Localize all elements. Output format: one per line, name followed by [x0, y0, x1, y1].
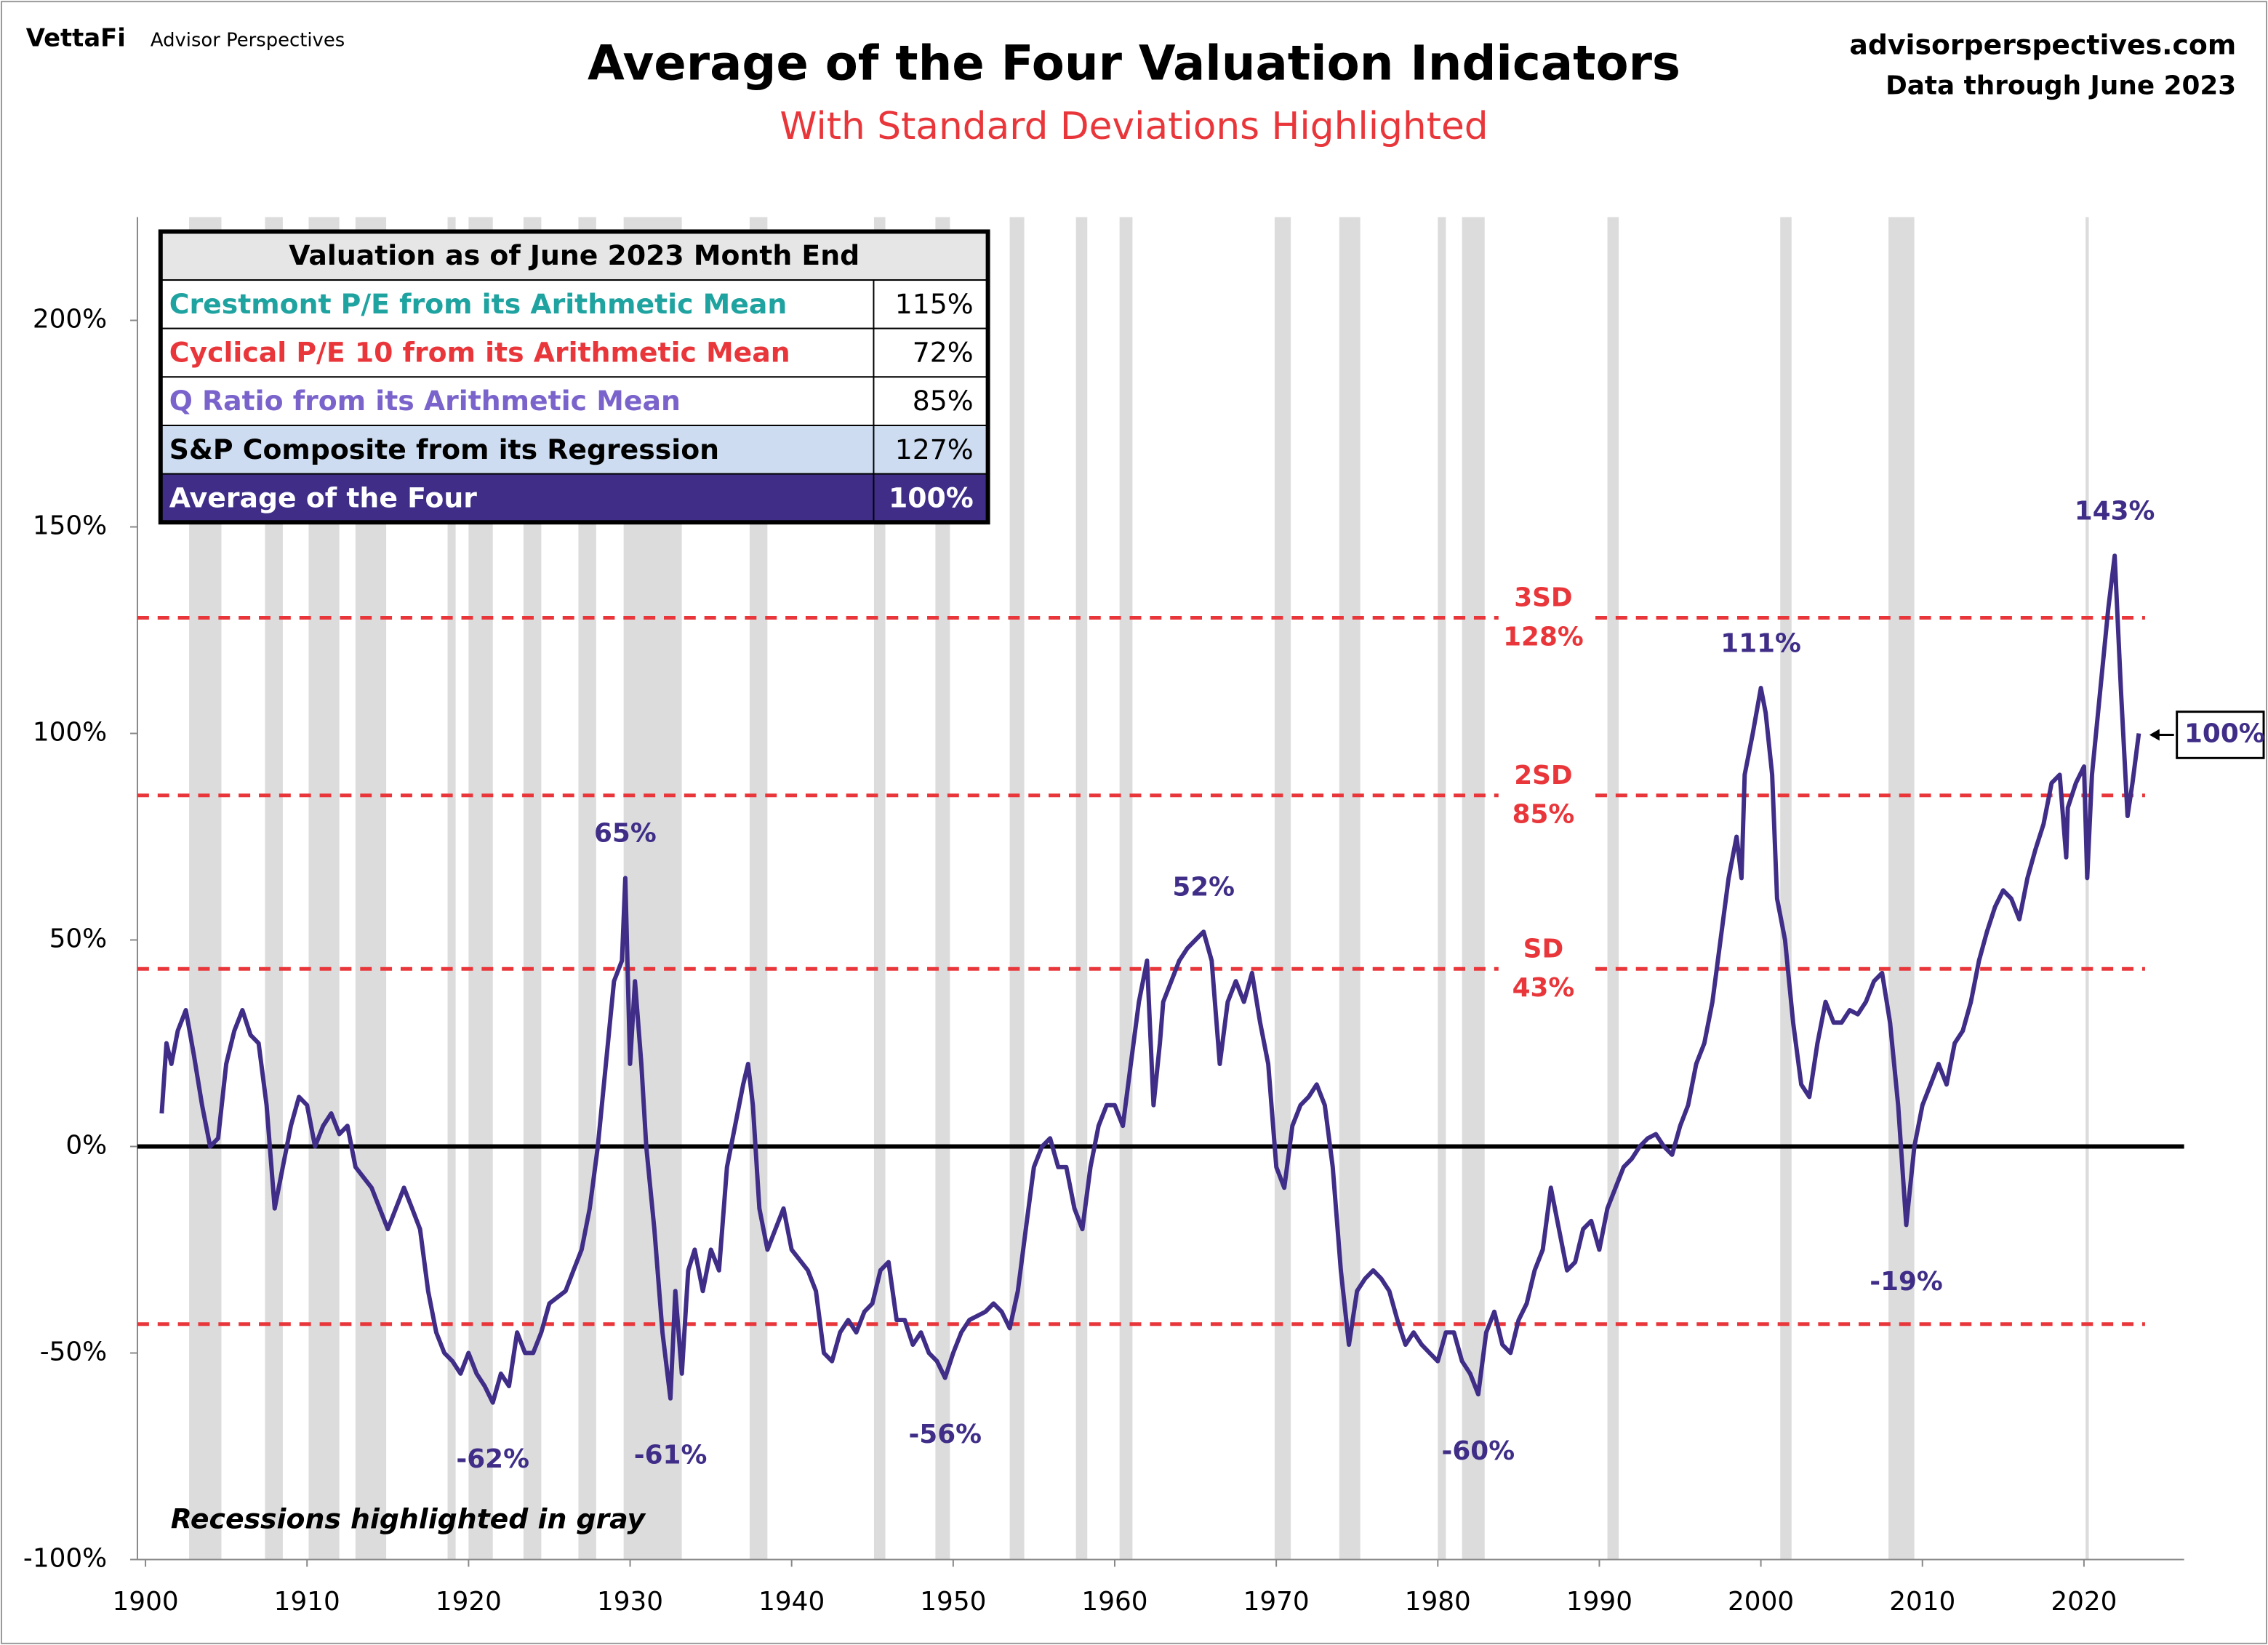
table-row-value: 72% [913, 337, 974, 369]
peak-label: 65% [594, 819, 657, 849]
callout-label: 100% [2184, 719, 2265, 749]
recession-band [1339, 217, 1361, 1560]
x-tick-label: 1950 [920, 1587, 986, 1617]
table-border [158, 229, 990, 525]
brand-sub: Advisor Perspectives [151, 29, 345, 51]
sd-value-label: 43% [1512, 973, 1575, 1003]
y-tick-label: 0% [65, 1130, 107, 1160]
table-row-bg [159, 279, 989, 329]
recession-band [1780, 217, 1792, 1560]
x-tick-label: 1960 [1081, 1587, 1147, 1617]
sd-label: SD [1523, 934, 1564, 964]
brand: VettaFi [26, 23, 126, 52]
x-tick-label: 2010 [1889, 1587, 1955, 1617]
x-tick-label: 1980 [1405, 1587, 1471, 1617]
table-row-label: Q Ratio from its Arithmetic Mean [169, 385, 681, 417]
sd-label: 3SD [1514, 583, 1572, 613]
x-tick-label: 1970 [1243, 1587, 1310, 1617]
peak-label: -61% [634, 1441, 708, 1470]
recession-band [1462, 217, 1485, 1560]
recession-band [2085, 217, 2089, 1560]
chart-title: Average of the Four Valuation Indicators [588, 36, 1680, 92]
table-row-label: Average of the Four [169, 481, 478, 513]
plot-area: -100% -50% 0% 50% 100% 150% 200% 1900 1910 1920 19… [23, 217, 2265, 1617]
recession-band [1274, 217, 1291, 1560]
table-row-label: Crestmont P/E from its Arithmetic Mean [169, 288, 788, 320]
table-row-value: 85% [913, 385, 974, 417]
chart-subtitle: With Standard Deviations Highlighted [780, 105, 1488, 148]
peak-label: -62% [456, 1444, 529, 1474]
sd-label-bg [1498, 760, 1589, 830]
peak-label: 111% [1720, 628, 1801, 658]
recession-band [1438, 217, 1446, 1560]
recession-band [1607, 217, 1619, 1560]
x-tick-label: 2020 [2051, 1587, 2117, 1617]
sd-value-label: 128% [1503, 622, 1584, 652]
x-tick-label: 1930 [597, 1587, 663, 1617]
recession-band [935, 217, 950, 1560]
table-row-value: 127% [895, 433, 974, 465]
recession-band [1075, 217, 1088, 1560]
recession-band [447, 217, 456, 1560]
peak-label: -56% [908, 1420, 982, 1449]
sd-label-bg [1498, 934, 1589, 1004]
x-tick-label: 1900 [113, 1587, 179, 1617]
recession-band [1119, 217, 1133, 1560]
note: Recessions highlighted in gray [171, 1502, 646, 1534]
table-row-label: S&P Composite from its Regression [169, 433, 719, 465]
table-title: Valuation as of June 2023 Month End [289, 239, 859, 271]
recession-band [1009, 217, 1025, 1560]
callout-box [2176, 711, 2265, 759]
y-tick-label: 200% [33, 305, 107, 335]
valuation-line [159, 553, 2141, 1405]
sd-label: 2SD [1514, 761, 1572, 791]
table-row-value: 100% [889, 481, 974, 513]
x-tick-label: 1940 [758, 1587, 825, 1617]
y-tick-label: 100% [33, 718, 107, 748]
table-row-label: Cyclical P/E 10 from its Arithmetic Mean [169, 337, 790, 369]
table-row-value: 115% [895, 288, 974, 320]
table-row-bg [159, 376, 989, 426]
peak-label: -60% [1442, 1436, 1515, 1466]
y-tick-label: -100% [23, 1543, 107, 1573]
peak-label: 52% [1172, 872, 1235, 902]
peak-label: 143% [2075, 497, 2155, 527]
recession-band [873, 217, 886, 1560]
x-tick-label: 1910 [274, 1587, 340, 1617]
table-row-bg [159, 327, 989, 378]
sd-label-bg [1498, 583, 1589, 653]
sd-value-label: 85% [1512, 800, 1575, 830]
y-tick-label: -50% [40, 1337, 107, 1366]
peak-label: -19% [1870, 1267, 1943, 1297]
x-tick-label: 1990 [1566, 1587, 1632, 1617]
recession-band [1888, 217, 1915, 1560]
y-tick-label: 50% [49, 924, 108, 954]
y-tick-label: 150% [33, 511, 107, 541]
callout-arrowhead [2149, 729, 2160, 741]
x-tick-label: 1920 [436, 1587, 502, 1617]
table-header-bg [159, 231, 989, 281]
x-tick-label: 2000 [1728, 1587, 1794, 1617]
data-note: Data through June 2023 [1886, 71, 2236, 101]
site: advisorperspectives.com [1849, 28, 2236, 60]
